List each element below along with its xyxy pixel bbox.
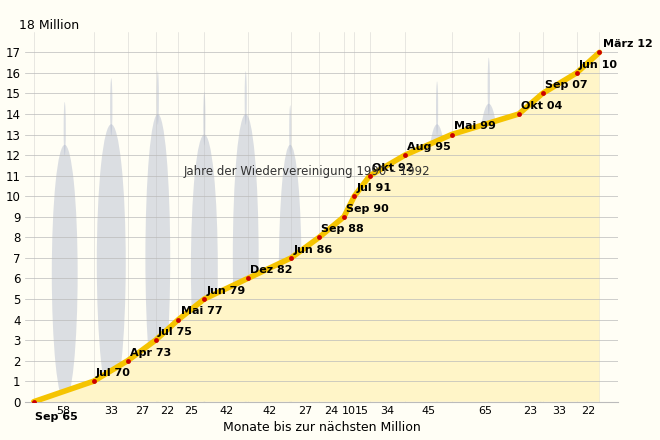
- Ellipse shape: [289, 105, 291, 155]
- Text: Dez 82: Dez 82: [250, 265, 292, 275]
- Text: März 12: März 12: [603, 39, 652, 49]
- Ellipse shape: [539, 92, 542, 145]
- Text: Aug 95: Aug 95: [407, 142, 451, 152]
- Ellipse shape: [245, 71, 247, 125]
- Ellipse shape: [145, 114, 170, 402]
- Ellipse shape: [51, 145, 78, 402]
- Ellipse shape: [528, 135, 553, 402]
- Ellipse shape: [424, 124, 451, 402]
- Text: Sep 65: Sep 65: [35, 412, 77, 422]
- Ellipse shape: [488, 58, 490, 115]
- Ellipse shape: [586, 105, 588, 155]
- X-axis label: Monate bis zur nächsten Million: Monate bis zur nächsten Million: [223, 422, 420, 434]
- Text: Jun 86: Jun 86: [293, 245, 333, 255]
- Ellipse shape: [475, 104, 504, 402]
- Text: Jul 70: Jul 70: [96, 368, 131, 378]
- Text: Okt 04: Okt 04: [521, 101, 562, 111]
- Ellipse shape: [110, 78, 112, 136]
- Polygon shape: [34, 52, 599, 402]
- Text: Mai 77: Mai 77: [181, 306, 222, 316]
- Text: Sep 07: Sep 07: [544, 81, 587, 90]
- Text: Sep 88: Sep 88: [321, 224, 364, 234]
- Text: Jun 79: Jun 79: [207, 286, 246, 296]
- Ellipse shape: [576, 145, 599, 402]
- Text: Jul 91: Jul 91: [356, 183, 391, 193]
- Text: Apr 73: Apr 73: [130, 348, 171, 358]
- Text: Mai 99: Mai 99: [453, 121, 496, 132]
- Text: Jul 75: Jul 75: [158, 327, 193, 337]
- Text: 18 Million: 18 Million: [20, 19, 80, 32]
- Ellipse shape: [63, 102, 66, 155]
- Ellipse shape: [279, 145, 302, 402]
- Text: Sep 90: Sep 90: [346, 204, 389, 214]
- Ellipse shape: [233, 114, 259, 402]
- Text: Okt 92: Okt 92: [372, 162, 413, 172]
- Text: Jun 10: Jun 10: [579, 60, 618, 70]
- Ellipse shape: [191, 135, 218, 402]
- Ellipse shape: [156, 71, 159, 125]
- Ellipse shape: [97, 124, 126, 402]
- Ellipse shape: [203, 92, 205, 145]
- Text: Jahre der Wiedervereinigung 1990 – 1992: Jahre der Wiedervereinigung 1990 – 1992: [183, 165, 430, 178]
- Ellipse shape: [436, 81, 438, 135]
